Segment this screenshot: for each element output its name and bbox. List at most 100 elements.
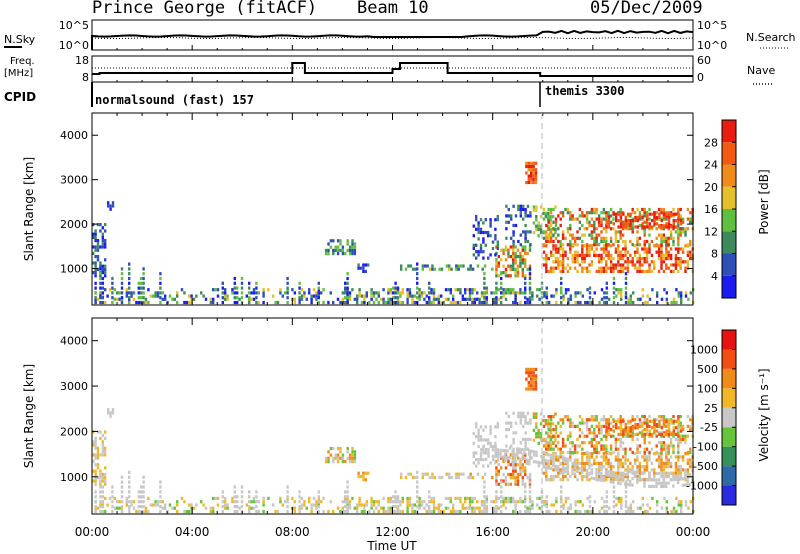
velocity-cell bbox=[336, 460, 340, 464]
power-cell bbox=[469, 264, 472, 268]
velocity-ylabel: Slant Range [km] bbox=[22, 364, 36, 468]
power-cell bbox=[617, 212, 620, 216]
power-cell bbox=[641, 222, 644, 226]
velocity-cell bbox=[99, 490, 102, 494]
power-cell bbox=[483, 300, 486, 305]
power-cell bbox=[672, 243, 675, 247]
velocity-cell bbox=[614, 471, 618, 475]
velocity-cell bbox=[475, 458, 478, 462]
power-cell bbox=[514, 300, 517, 305]
velocity-cell bbox=[543, 500, 546, 504]
power-cell bbox=[116, 291, 119, 295]
velocity-cell bbox=[240, 485, 244, 489]
velocity-cell bbox=[346, 495, 349, 499]
power-cell bbox=[507, 264, 510, 268]
velocity-cell bbox=[609, 480, 613, 484]
velocity-cell bbox=[504, 496, 508, 500]
power-cell bbox=[617, 269, 620, 273]
power-cell bbox=[489, 224, 492, 228]
velocity-cell bbox=[489, 431, 492, 436]
velocity-cell bbox=[298, 500, 301, 504]
velocity-cell bbox=[96, 456, 100, 460]
velocity-cell bbox=[648, 450, 651, 455]
power-cell bbox=[578, 220, 582, 224]
power-cell bbox=[176, 300, 179, 305]
velocity-cell bbox=[655, 429, 659, 433]
power-cell bbox=[142, 276, 145, 281]
power-cell bbox=[645, 250, 649, 254]
velocity-cell bbox=[344, 460, 347, 464]
velocity-cell bbox=[514, 469, 517, 473]
power-cell bbox=[542, 230, 546, 234]
velocity-cell bbox=[602, 475, 605, 479]
power-cell bbox=[107, 201, 110, 205]
power-cell bbox=[561, 211, 565, 215]
velocity-cell bbox=[96, 450, 100, 454]
power-cell bbox=[641, 294, 644, 298]
velocity-cell bbox=[549, 435, 552, 439]
power-cell bbox=[657, 233, 661, 237]
velocity-x-axis: 00:00 04:00 08:00 12:00 16:00 20:00 00:00 bbox=[75, 318, 710, 539]
power-cell bbox=[549, 211, 553, 215]
power-cell bbox=[665, 266, 668, 270]
velocity-cell bbox=[344, 509, 347, 514]
velocity-cell bbox=[317, 505, 320, 509]
power-cell bbox=[320, 291, 323, 295]
velocity-cell bbox=[552, 457, 555, 461]
velocity-cell bbox=[188, 509, 191, 514]
power-cell bbox=[593, 250, 596, 254]
power-cell bbox=[327, 242, 330, 246]
velocity-cell bbox=[375, 500, 378, 504]
velocity-cell bbox=[94, 476, 97, 480]
velocity-cell bbox=[619, 426, 623, 430]
power-cell bbox=[677, 217, 680, 221]
velocity-cell bbox=[681, 428, 685, 432]
velocity-cell bbox=[554, 424, 558, 428]
velocity-cell bbox=[547, 466, 550, 470]
power-cell bbox=[593, 207, 596, 212]
velocity-cell bbox=[551, 422, 555, 426]
power-cell bbox=[406, 288, 409, 292]
velocity-cell bbox=[648, 432, 651, 436]
velocity-cell bbox=[534, 387, 538, 391]
power-cell bbox=[99, 223, 102, 227]
power-cell bbox=[684, 294, 688, 298]
velocity-cell bbox=[468, 496, 472, 500]
velocity-cell bbox=[573, 472, 577, 476]
velocity-cell bbox=[240, 505, 244, 509]
power-cell bbox=[101, 235, 104, 239]
power-cell bbox=[636, 260, 639, 264]
velocity-cell bbox=[552, 447, 555, 451]
velocity-cell bbox=[643, 468, 646, 472]
velocity-cell bbox=[624, 495, 628, 499]
power-cell bbox=[495, 291, 498, 295]
velocity-cell bbox=[663, 419, 666, 423]
velocity-cell bbox=[363, 503, 366, 507]
velocity-cell bbox=[569, 434, 572, 438]
power-cell bbox=[549, 250, 553, 254]
power-cell bbox=[94, 229, 97, 233]
velocity-cell bbox=[684, 470, 687, 474]
power-cell bbox=[492, 291, 496, 295]
power-cell bbox=[310, 294, 313, 298]
velocity-cell bbox=[236, 495, 239, 499]
velocity-cell bbox=[221, 500, 224, 504]
power-cell bbox=[561, 214, 565, 218]
velocity-cell bbox=[574, 503, 577, 507]
velocity-cell bbox=[672, 478, 675, 482]
velocity-cell bbox=[255, 495, 258, 499]
power-cell bbox=[547, 269, 550, 273]
velocity-cell bbox=[336, 453, 340, 457]
colorbar-tick-label: 8 bbox=[711, 248, 718, 261]
velocity-cell bbox=[483, 485, 486, 489]
power-cell bbox=[94, 271, 97, 275]
velocity-cell bbox=[513, 456, 517, 460]
velocity-cell bbox=[101, 490, 104, 494]
power-cell bbox=[120, 291, 124, 295]
velocity-cell bbox=[521, 469, 524, 473]
power-cell bbox=[396, 291, 400, 295]
power-cell bbox=[624, 281, 628, 285]
power-cell bbox=[672, 300, 676, 305]
power-cell bbox=[477, 230, 480, 235]
velocity-cell bbox=[142, 500, 145, 504]
